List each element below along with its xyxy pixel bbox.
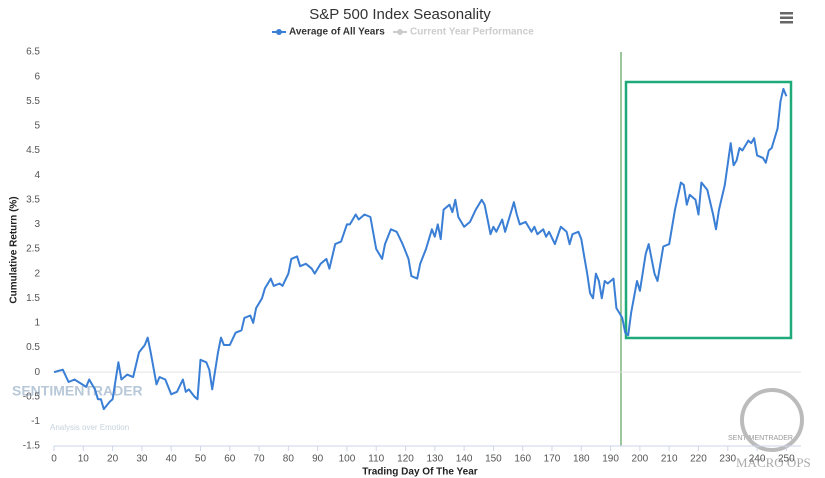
x-tick-label: 20 <box>107 454 119 465</box>
watermark: Analysis over Emotion <box>50 423 129 432</box>
x-tick-label: 140 <box>456 454 473 465</box>
y-tick-label: 3 <box>34 219 40 230</box>
y-tick-label: 5.5 <box>26 96 40 107</box>
x-tick-label: 240 <box>749 454 766 465</box>
y-tick-label: -1 <box>31 416 40 427</box>
highlight-box <box>624 80 793 340</box>
x-tick-label: 150 <box>485 454 502 465</box>
x-axis-title: Trading Day Of The Year <box>362 467 478 478</box>
y-tick-label: 6 <box>34 71 40 82</box>
x-tick-label: 70 <box>253 454 265 465</box>
legend-symbol <box>397 29 403 35</box>
legend-label: Current Year Performance <box>410 27 534 38</box>
x-tick-label: 30 <box>136 454 148 465</box>
x-tick-label: 110 <box>368 454 384 465</box>
y-axis-title: Cumulative Return (%) <box>9 196 20 303</box>
y-tick-label: 6.5 <box>26 47 40 58</box>
x-tick-label: 200 <box>632 454 649 465</box>
x-tick-label: 230 <box>719 454 736 465</box>
menu-button[interactable] <box>780 12 793 24</box>
legend-symbol <box>276 29 282 35</box>
x-tick-label: 80 <box>283 454 295 465</box>
y-tick-label: 1 <box>34 318 40 329</box>
x-tick-label: 60 <box>224 454 236 465</box>
x-tick-label: 50 <box>195 454 207 465</box>
x-tick-label: 0 <box>51 454 57 465</box>
y-tick-label: 4 <box>34 170 40 181</box>
x-tick-label: 210 <box>661 454 678 465</box>
y-tick-label: 0.5 <box>26 342 40 353</box>
watermark: SENTIMENTRADER <box>12 383 143 399</box>
x-tick-label: 40 <box>166 454 178 465</box>
chart-title: S&P 500 Index Seasonality <box>309 6 491 23</box>
x-tick-label: 190 <box>602 454 619 465</box>
x-tick-label: 100 <box>339 454 356 465</box>
watermark: MACRO OPS <box>736 455 811 470</box>
data-line <box>53 87 788 411</box>
watermark: SENTIMENTRADER <box>728 435 793 442</box>
y-tick-label: 2 <box>34 268 40 279</box>
x-tick-label: 130 <box>426 454 443 465</box>
y-tick-label: 0 <box>34 367 40 378</box>
y-tick-label: -1.5 <box>23 441 41 452</box>
y-tick-label: 5 <box>34 121 40 132</box>
x-tick-label: 120 <box>397 454 414 465</box>
x-tick-label: 220 <box>690 454 707 465</box>
y-tick-label: 4.5 <box>26 145 40 156</box>
menu-bar <box>780 21 793 24</box>
x-tick-label: 180 <box>573 454 590 465</box>
y-tick-label: 3.5 <box>26 194 40 205</box>
y-tick-label: 2.5 <box>26 244 40 255</box>
watermark-logo <box>740 388 804 452</box>
x-tick-label: 90 <box>312 454 324 465</box>
x-tick-label: 170 <box>544 454 561 465</box>
menu-bar <box>780 16 793 19</box>
x-tick-label: 10 <box>78 454 90 465</box>
x-tick-label: 160 <box>514 454 531 465</box>
y-tick-label: -0.5 <box>23 391 41 402</box>
x-tick-label: 250 <box>778 454 795 465</box>
y-tick-label: 1.5 <box>26 293 40 304</box>
menu-bar <box>780 12 793 15</box>
legend-label: Average of All Years <box>289 27 385 38</box>
